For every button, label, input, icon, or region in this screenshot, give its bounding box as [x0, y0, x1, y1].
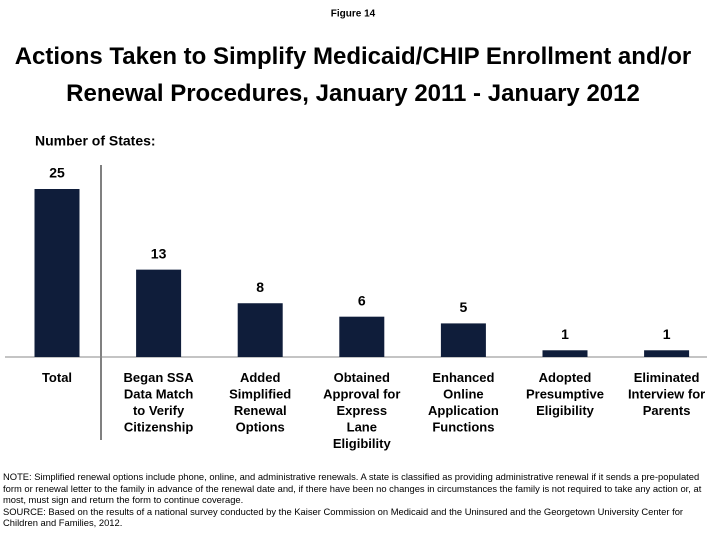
value-label: 5	[460, 299, 468, 315]
notes: NOTE: Simplified renewal options include…	[3, 471, 705, 529]
x-tick-label: Adopted Presumptive Eligibility	[526, 370, 604, 418]
value-label: 8	[256, 279, 264, 295]
chart: Figure 14 Actions Taken to Simplify Medi…	[5, 9, 707, 451]
source: SOURCE: Based on the results of a nation…	[3, 505, 684, 529]
value-label: 6	[358, 292, 366, 308]
bar	[339, 316, 385, 357]
bar	[136, 269, 182, 357]
y-axis-label: Number of States:	[35, 133, 156, 149]
bar	[34, 189, 80, 357]
bar	[440, 323, 486, 357]
bar	[542, 350, 588, 357]
x-tick-label: Enhanced Online Application Functions	[428, 370, 499, 435]
bar	[237, 303, 283, 357]
value-label: 1	[561, 326, 569, 342]
value-label: 13	[151, 245, 167, 261]
x-tick-label: Obtained Approval for Express Lane Eligibili…	[323, 370, 400, 451]
chart-title: Actions Taken to Simplify Medicaid/CHIP …	[15, 43, 692, 107]
value-label: 1	[663, 326, 671, 342]
value-label: 25	[49, 165, 65, 181]
note: NOTE: Simplified renewal options include…	[3, 471, 702, 505]
x-tick-label: Total	[42, 370, 72, 385]
x-tick-label: Began SSA Data Match to Verify Citizenship	[124, 370, 195, 435]
bar	[644, 350, 690, 357]
figure-label: Figure 14	[331, 9, 376, 20]
x-tick-label: Eliminated Interview for Parents	[628, 370, 705, 418]
x-tick-label: Added Simplified Renewal Options	[229, 370, 291, 435]
